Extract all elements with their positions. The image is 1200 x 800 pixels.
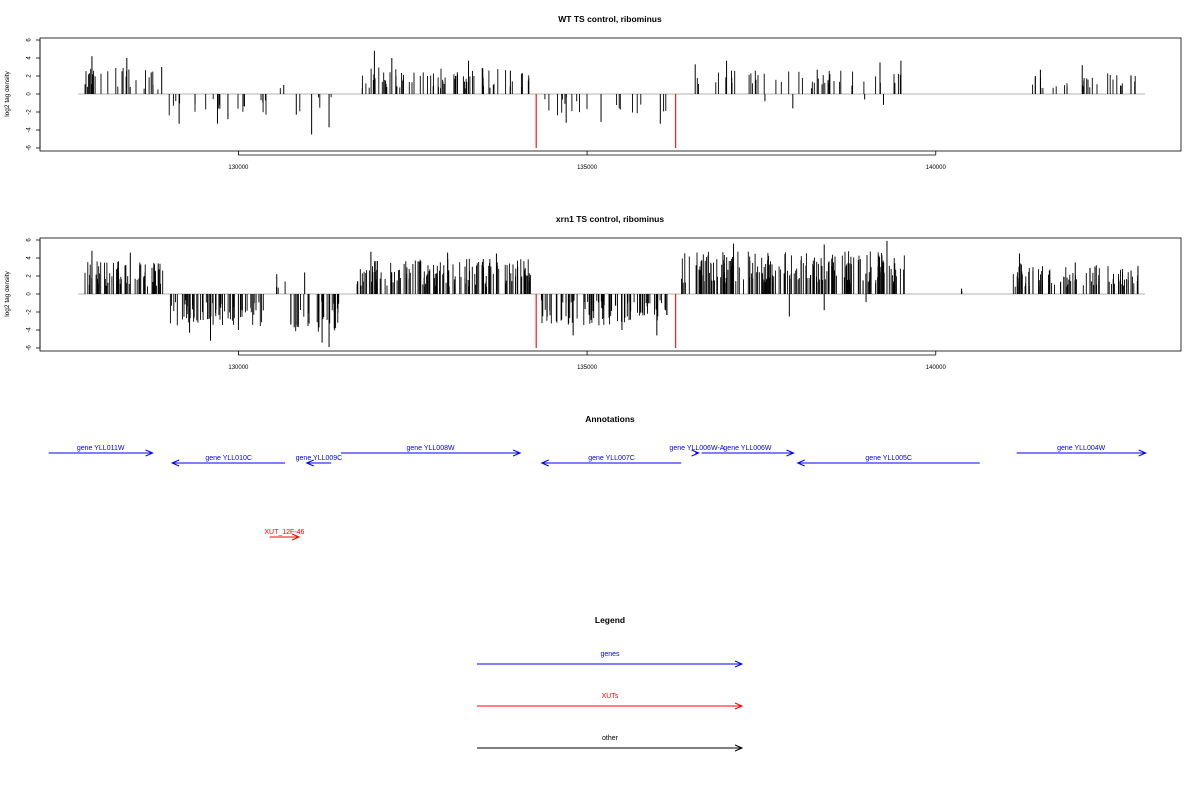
xut-arrow: XUT_12F-46 [264,529,305,541]
feature-label: gene YLL008W [406,445,455,452]
feature-label: XUT_12F-46 [264,529,304,536]
gene-arrow: gene YLL011W [48,445,154,457]
legend-title: Legend [595,615,625,625]
feature-label: gene YLL009C [296,455,343,462]
legend-item-label: XUTs [602,693,619,700]
feature-label: gene YLL007C [588,455,635,462]
feature-label: gene YLL010C [205,455,252,462]
legend-item: XUTs [477,693,744,710]
y-tick-label: 0 [27,92,33,96]
gene-arrow: gene YLL006W-A [669,445,725,457]
legend: Legend genes XUTs other [477,615,744,752]
track-xrn1: xrn1 TS control, ribominus log2 tag dens… [4,214,1182,371]
gene-arrow: gene YLL005C [796,455,980,467]
x-tick-label: 135000 [577,165,598,171]
x-tick-label: 140000 [926,365,947,371]
y-tick-label: -6 [27,145,33,151]
legend-item: genes [477,651,744,668]
feature-label: gene YLL006W [723,445,772,452]
y-axis: 6 4 2 0 -2 -4 -6 [27,238,41,351]
y-tick-label: 2 [27,274,33,278]
legend-items: genes XUTs other [477,651,744,752]
feature-arrows: gene YLL011W gene YLL010C gene YLL009C gene… [48,445,1147,541]
track-title: xrn1 TS control, ribominus [556,214,664,224]
track-wt: WT TS control, ribominus log2 tag densit… [4,14,1182,171]
y-tick-label: 6 [27,38,33,42]
feature-label: gene YLL004W [1057,445,1106,452]
signal-bars [78,50,1145,148]
x-tick-label: 135000 [577,365,598,371]
y-tick-label: -4 [27,127,33,133]
y-tick-label: 6 [27,238,33,242]
y-tick-label: -6 [27,345,33,351]
y-tick-label: -2 [27,109,33,115]
feature-label: gene YLL005C [865,455,912,462]
plot-frame [39,37,1182,152]
y-tick-label: 0 [27,292,33,296]
feature-label: gene YLL011W [77,445,125,452]
y-tick-label: 4 [27,56,33,60]
y-tick-label: -4 [27,327,33,333]
y-tick-label: 4 [27,256,33,260]
x-tick-label: 130000 [228,365,249,371]
x-tick-label: 130000 [228,165,249,171]
x-axis: 130000 135000 140000 [228,351,946,371]
x-tick-label: 140000 [926,165,947,171]
gene-arrow: gene YLL006W [701,445,795,457]
x-axis: 130000 135000 140000 [228,151,946,171]
gene-arrow: gene YLL004W [1016,445,1147,457]
y-axis-label: log2 tag density [4,270,11,316]
legend-item: other [477,735,744,752]
track-title: WT TS control, ribominus [558,14,662,24]
feature-label: gene YLL006W-A [669,445,724,452]
gene-arrow: gene YLL010C [170,455,286,467]
legend-item-label: genes [600,651,620,658]
y-tick-label: 2 [27,74,33,78]
gene-arrow: gene YLL007C [540,455,682,467]
gene-arrow: gene YLL009C [296,455,343,467]
legend-item-label: other [602,735,619,742]
y-axis-label: log2 tag density [4,70,11,116]
y-axis: 6 4 2 0 -2 -4 -6 [27,38,41,151]
gene-arrow: gene YLL008W [340,445,522,457]
annotations-title: Annotations [585,414,635,424]
signal-bars [78,240,1145,348]
y-tick-label: -2 [27,309,33,315]
